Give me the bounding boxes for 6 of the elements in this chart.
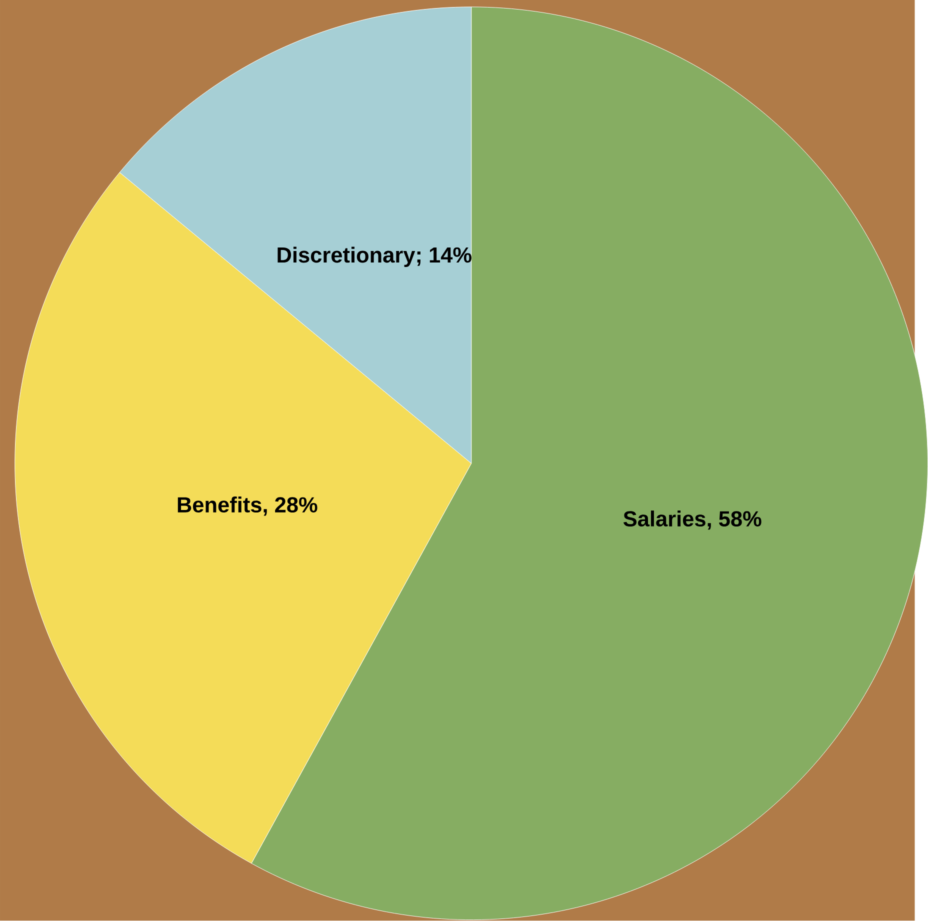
data-label: ; 14%: [417, 247, 472, 266]
data-label: , 58%: [708, 511, 762, 530]
slice-label: Benefits: [178, 496, 262, 513]
slice-label: Salaries: [623, 510, 706, 527]
slice-label: Discretionary: [278, 246, 416, 268]
data-label: , 28%: [264, 497, 318, 516]
